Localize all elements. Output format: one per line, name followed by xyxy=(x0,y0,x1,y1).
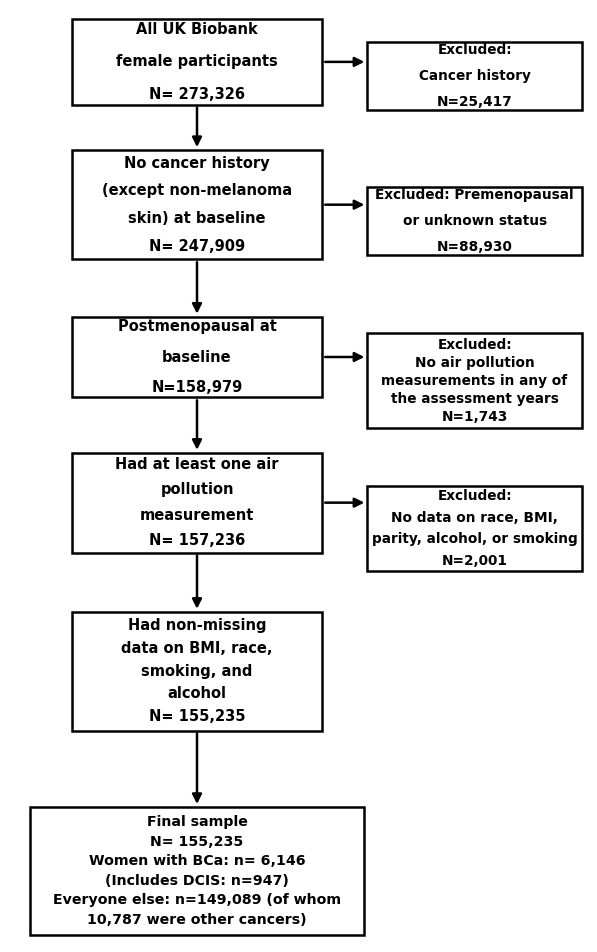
FancyBboxPatch shape xyxy=(367,486,582,571)
Text: skin) at baseline: skin) at baseline xyxy=(128,211,266,226)
Text: Excluded: Premenopausal: Excluded: Premenopausal xyxy=(376,188,574,202)
Text: (except non-melanoma: (except non-melanoma xyxy=(102,184,292,198)
Text: Had at least one air: Had at least one air xyxy=(115,457,279,472)
Text: Had non-missing: Had non-missing xyxy=(128,619,266,633)
FancyBboxPatch shape xyxy=(367,42,582,110)
Text: parity, alcohol, or smoking: parity, alcohol, or smoking xyxy=(372,532,577,546)
FancyBboxPatch shape xyxy=(72,149,322,259)
Text: Excluded:: Excluded: xyxy=(437,338,512,351)
Text: baseline: baseline xyxy=(162,349,232,365)
Text: Postmenopausal at: Postmenopausal at xyxy=(118,319,276,334)
Text: N= 155,235: N= 155,235 xyxy=(149,709,245,724)
Text: N=1,743: N=1,743 xyxy=(441,410,508,424)
Text: Excluded:: Excluded: xyxy=(437,43,512,57)
Text: (Includes DCIS: n=947): (Includes DCIS: n=947) xyxy=(105,874,289,888)
FancyBboxPatch shape xyxy=(72,316,322,398)
Text: Excluded:: Excluded: xyxy=(437,488,512,503)
Text: smoking, and: smoking, and xyxy=(141,664,253,679)
Text: N= 273,326: N= 273,326 xyxy=(149,87,245,102)
Text: female participants: female participants xyxy=(116,54,278,69)
Text: N= 155,235: N= 155,235 xyxy=(150,835,244,849)
Text: All UK Biobank: All UK Biobank xyxy=(136,22,258,37)
Text: Cancer history: Cancer history xyxy=(418,69,531,83)
Text: measurements in any of: measurements in any of xyxy=(381,374,568,387)
Text: data on BMI, race,: data on BMI, race, xyxy=(121,641,273,656)
Text: N= 247,909: N= 247,909 xyxy=(149,239,245,254)
Text: the assessment years: the assessment years xyxy=(390,392,559,406)
FancyBboxPatch shape xyxy=(72,19,322,105)
Text: N= 157,236: N= 157,236 xyxy=(149,533,245,548)
Text: Everyone else: n=149,089 (of whom: Everyone else: n=149,089 (of whom xyxy=(53,893,341,907)
Text: N=88,930: N=88,930 xyxy=(436,240,513,254)
Text: No data on race, BMI,: No data on race, BMI, xyxy=(391,510,558,525)
FancyBboxPatch shape xyxy=(72,453,322,552)
Text: N=2,001: N=2,001 xyxy=(442,554,507,568)
Text: or unknown status: or unknown status xyxy=(402,214,547,228)
FancyBboxPatch shape xyxy=(72,612,322,731)
Text: No cancer history: No cancer history xyxy=(124,155,270,170)
FancyBboxPatch shape xyxy=(30,806,364,935)
FancyBboxPatch shape xyxy=(367,187,582,255)
Text: alcohol: alcohol xyxy=(168,686,226,702)
FancyBboxPatch shape xyxy=(367,333,582,428)
Text: N=158,979: N=158,979 xyxy=(152,380,242,395)
Text: measurement: measurement xyxy=(140,507,254,523)
Text: Women with BCa: n= 6,146: Women with BCa: n= 6,146 xyxy=(89,854,305,868)
Text: N=25,417: N=25,417 xyxy=(437,95,512,109)
Text: Final sample: Final sample xyxy=(147,815,247,829)
Text: pollution: pollution xyxy=(160,483,234,498)
Text: 10,787 were other cancers): 10,787 were other cancers) xyxy=(87,913,307,927)
Text: No air pollution: No air pollution xyxy=(415,356,534,369)
